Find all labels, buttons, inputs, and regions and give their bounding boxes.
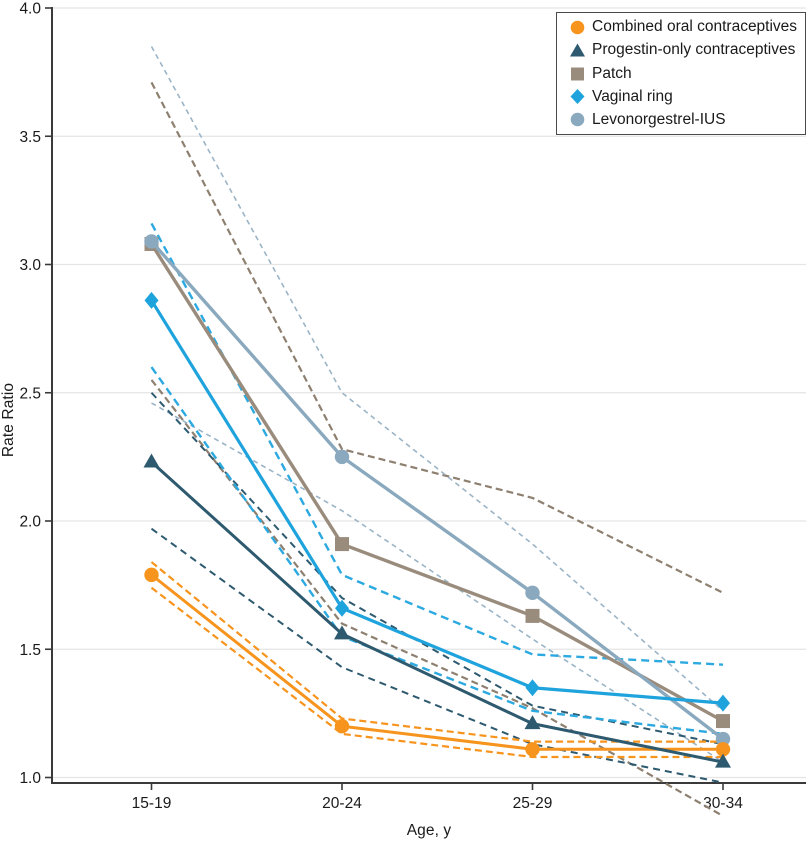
- series-line: [150, 299, 724, 705]
- legend-item: Vaginal ring: [569, 85, 805, 108]
- circle-marker-icon: [569, 19, 586, 35]
- triangle-glyph: [570, 43, 585, 57]
- square-glyph: [571, 67, 584, 81]
- tick-label: 2.5: [19, 385, 41, 402]
- data-point-marker: [525, 742, 540, 757]
- data-point-marker: [715, 753, 731, 768]
- triangle-marker-icon: [569, 42, 586, 58]
- y-axis-title: Rate Ratio: [0, 382, 17, 458]
- tick-label: 20-24: [322, 795, 362, 812]
- data-point-marker: [525, 608, 540, 623]
- diamond-marker-icon: [569, 89, 586, 105]
- ci-lower-line: [150, 379, 724, 817]
- series-line: [150, 460, 724, 764]
- diamond-shape: [570, 89, 585, 105]
- ci-lower-line: [150, 366, 724, 736]
- data-point-marker: [143, 453, 160, 468]
- tick-label: 2.0: [19, 514, 41, 531]
- series-line: [150, 240, 725, 741]
- legend-label: Vaginal ring: [592, 87, 673, 105]
- data-point-marker: [334, 625, 350, 640]
- data-point-marker: [715, 731, 731, 747]
- tick-label: 1.0: [19, 770, 41, 787]
- data-point-marker: [524, 715, 541, 730]
- legend-item: Progestin-only contraceptives: [569, 39, 805, 62]
- legend-label: Progestin-only contraceptives: [592, 41, 796, 59]
- ci-lower-line: [151, 402, 724, 763]
- legend-item: Levonorgestrel-IUS: [569, 108, 805, 131]
- tick-label: 30-34: [703, 795, 743, 812]
- data-point-marker: [525, 585, 540, 601]
- data-point-marker: [334, 719, 350, 734]
- diamond-glyph: [570, 89, 585, 105]
- series-line: [150, 243, 724, 723]
- circle-shape: [570, 113, 585, 127]
- tick-label: 4.0: [19, 1, 41, 18]
- tick-label: 25-29: [513, 795, 553, 812]
- triangle-shape: [570, 43, 585, 57]
- data-point-marker: [715, 742, 731, 757]
- data-point-marker: [334, 449, 350, 465]
- circle-glyph: [570, 20, 585, 34]
- legend-item: Patch: [569, 62, 805, 85]
- ci-lower-line: [150, 527, 724, 784]
- data-point-marker: [716, 694, 730, 712]
- circle-shape: [570, 20, 585, 34]
- legend: Combined oral contraceptives Progestin-o…: [556, 12, 806, 135]
- legend-label: Levonorgestrel-IUS: [592, 110, 726, 128]
- data-point-marker: [144, 567, 159, 583]
- ci-upper-line: [150, 46, 724, 712]
- ci-upper-line: [150, 81, 724, 594]
- tick-label: 3.5: [19, 129, 41, 146]
- circle-glyph: [570, 113, 585, 127]
- ci-lower-line: [150, 586, 723, 759]
- square-shape: [571, 67, 584, 81]
- data-point-marker: [335, 537, 349, 552]
- data-point-marker: [144, 291, 159, 309]
- data-point-marker: [144, 234, 159, 249]
- square-marker-icon: [569, 66, 586, 82]
- legend-label: Patch: [592, 64, 632, 82]
- ci-upper-line: [150, 392, 724, 746]
- legend-item: Combined oral contraceptives: [569, 16, 805, 39]
- legend-label: Combined oral contraceptives: [592, 18, 798, 36]
- circle-marker-icon: [569, 112, 586, 128]
- data-point-marker: [525, 679, 540, 697]
- tick-label: 15-19: [132, 795, 172, 812]
- series-line: [150, 573, 723, 751]
- ci-upper-line: [150, 222, 724, 666]
- data-point-marker: [716, 714, 730, 729]
- tick-label: 3.0: [19, 257, 41, 274]
- x-axis-title: Age, y: [406, 822, 452, 839]
- data-point-marker: [335, 599, 349, 617]
- tick-label: 1.5: [19, 642, 41, 659]
